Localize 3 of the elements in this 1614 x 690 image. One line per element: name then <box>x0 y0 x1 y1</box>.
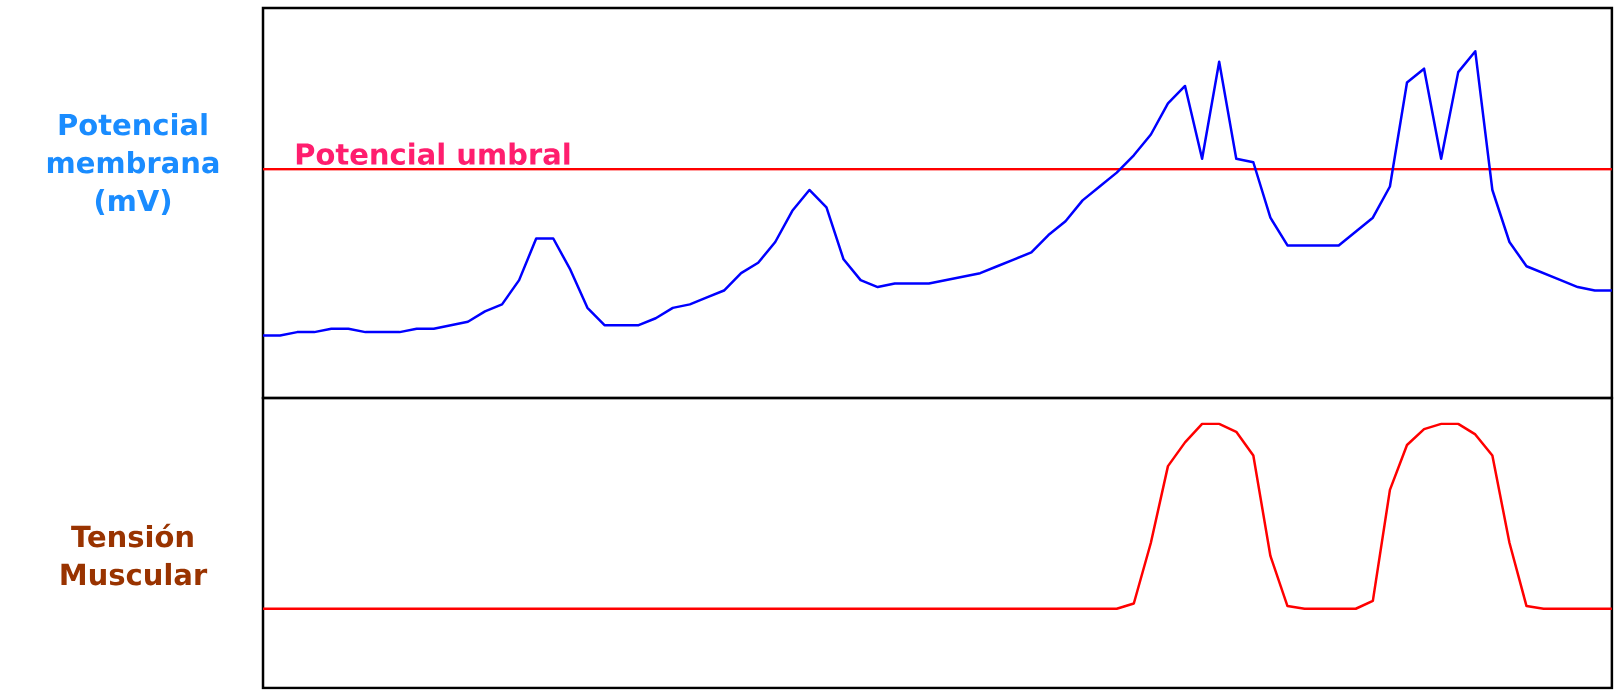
ref-line-label: Potencial umbral <box>296 142 570 165</box>
y-axis-title: Potencial membrana (mV) <box>47 113 219 215</box>
y-axis-title: Tensión Muscular <box>61 523 208 586</box>
